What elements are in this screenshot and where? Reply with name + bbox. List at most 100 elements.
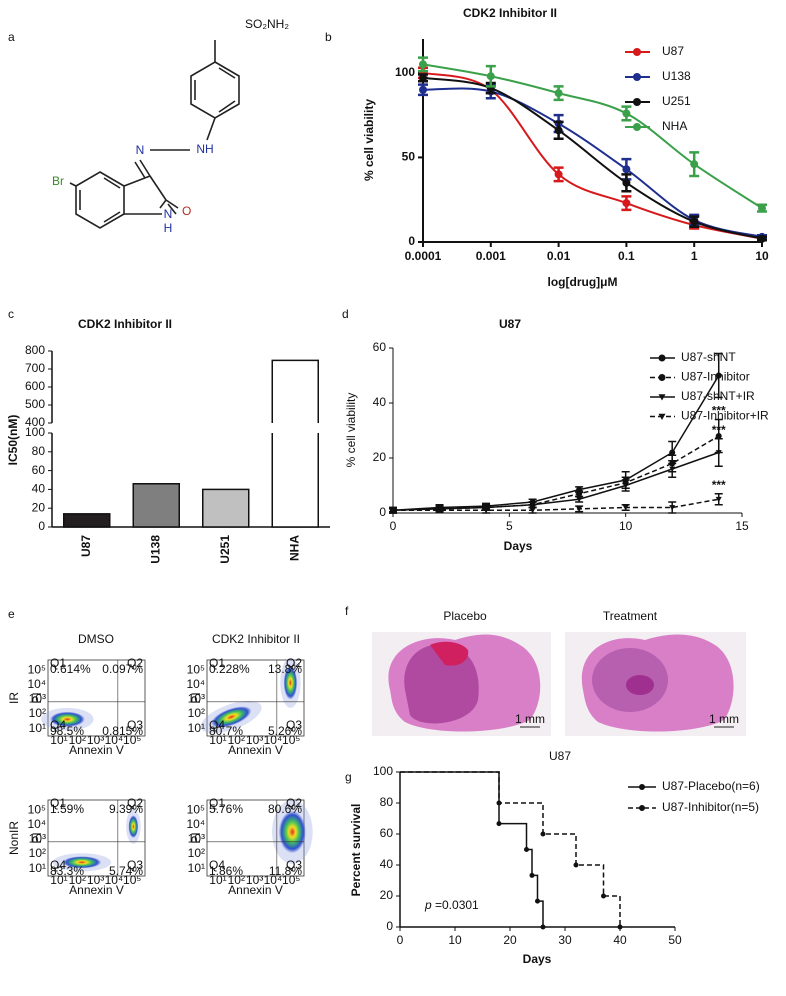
axis-tick-label: 10⁴ (186, 677, 205, 691)
x-tick-label: 0 (390, 519, 397, 533)
axis-tick-label: 10⁴ (105, 873, 124, 887)
panel-label: a (8, 30, 15, 44)
axis-tick-label: 10³ (188, 832, 205, 846)
y-tick-label: 400 (25, 415, 45, 429)
x-tick-label: 0.01 (547, 249, 571, 263)
axis-tick-label: 10¹ (29, 721, 46, 735)
x-tick-label: 5 (506, 519, 513, 533)
data-point (622, 199, 631, 208)
x-tick-label: 40 (613, 933, 627, 947)
x-axis-label: log[drug]μM (548, 275, 618, 289)
axis-tick-label: 10³ (87, 873, 104, 887)
axis-tick-label: 10⁴ (264, 733, 283, 747)
data-point (486, 72, 495, 81)
bar (132, 483, 180, 528)
x-tick-label: 50 (668, 933, 682, 947)
row-label: NonIR (7, 821, 21, 855)
marker (658, 374, 666, 381)
axis-tick-label: 10² (188, 706, 205, 720)
axis-tick-label: 10³ (29, 832, 46, 846)
panel-label: g (345, 770, 352, 784)
y-axis-label: PI (30, 692, 44, 703)
x-tick-label: 0 (397, 933, 404, 947)
axis-tick-label: 10¹ (209, 873, 226, 887)
legend-label: U87-shNT+IR (681, 389, 755, 403)
y-tick-label: 60 (32, 463, 46, 477)
marker (529, 507, 536, 514)
quadrant-value: 0.815% (102, 724, 143, 738)
axis-tick-label: 10¹ (188, 861, 205, 875)
legend-label: NHA (662, 119, 687, 133)
y-tick-label: 50 (402, 150, 416, 164)
bar (271, 433, 319, 528)
axis-tick-label: 10⁵ (28, 662, 46, 676)
x-axis-label: Annexin V (69, 743, 124, 757)
marker (622, 505, 629, 511)
marker (436, 507, 443, 514)
marker (576, 506, 583, 512)
legend-marker (633, 73, 641, 81)
chart-title: CDK2 Inhibitor II (463, 6, 557, 20)
axis-tick-label: 10⁵ (187, 662, 205, 676)
quadrant-value: 5.76% (209, 802, 243, 816)
quadrant-value: 83.3% (50, 864, 84, 878)
data-point (622, 178, 631, 187)
y-tick-label: 60 (373, 340, 387, 354)
cell-population (278, 810, 306, 854)
quadrant-value: 80.7% (209, 724, 243, 738)
y-tick-label: 20 (380, 888, 394, 902)
data-point (554, 89, 563, 98)
chart-title: U87 (549, 749, 571, 763)
x-tick-label: U87 (79, 535, 93, 557)
y-axis-label: Percent survival (349, 804, 363, 897)
x-tick-label: NHA (287, 535, 301, 561)
event-marker (540, 924, 546, 930)
legend-marker (633, 123, 641, 131)
x-tick-label: U138 (148, 535, 162, 564)
legend-label: U87-Inhibitor+IR (681, 409, 769, 423)
chart-title: U87 (499, 317, 521, 331)
image-title: Placebo (443, 609, 487, 623)
atom-label: N (164, 207, 173, 221)
marker (483, 507, 490, 514)
legend-label: U87-shNT (681, 350, 736, 364)
y-axis-label: PI (189, 832, 203, 843)
axis-tick-label: 10⁴ (27, 677, 46, 691)
event-marker (529, 872, 535, 878)
axis-tick-label: 10¹ (209, 733, 226, 747)
quadrant-value: 0.614% (50, 662, 91, 676)
event-marker (617, 924, 623, 930)
quadrant-name: Q3 (127, 718, 143, 732)
axis-tick-label: 10⁴ (27, 817, 46, 831)
quadrant-name: Q2 (286, 656, 302, 670)
x-axis-label: Annexin V (69, 883, 124, 897)
axis-tick-label: 10² (29, 706, 46, 720)
x-tick-label: U251 (218, 535, 232, 564)
quadrant-value: 1.86% (209, 864, 243, 878)
legend-marker (633, 48, 641, 56)
scale-bar-label: 1 mm (515, 712, 545, 726)
quadrant-name: Q4 (50, 858, 66, 872)
data-point (758, 234, 766, 243)
y-tick-label: 20 (32, 500, 46, 514)
scale-bar-label: 1 mm (709, 712, 739, 726)
marker (715, 372, 722, 379)
quadrant-name: Q4 (209, 858, 225, 872)
y-axis-label: PI (30, 832, 44, 843)
marker (669, 466, 676, 472)
event-marker (496, 800, 502, 806)
data-point (419, 60, 427, 69)
axis-tick-label: 10² (69, 733, 86, 747)
x-tick-label: 15 (735, 519, 749, 533)
event-marker (535, 898, 540, 904)
y-tick-label: 100 (25, 425, 45, 439)
series-line (392, 375, 720, 511)
axis-tick-label: 10¹ (188, 721, 205, 735)
quadrant-value: 5.74% (109, 864, 143, 878)
panel-label: b (325, 30, 332, 44)
axis-tick-label: 10³ (188, 692, 205, 706)
significance-label: *** (712, 478, 726, 492)
x-tick-label: 0.1 (618, 249, 635, 263)
y-tick-label: 40 (373, 395, 387, 409)
y-axis-label: IC50(nM) (6, 415, 20, 466)
